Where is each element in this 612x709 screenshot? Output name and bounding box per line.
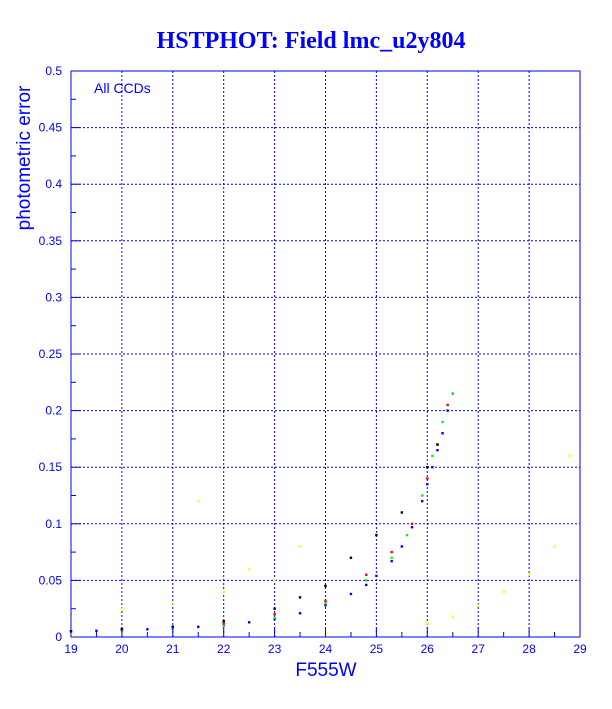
data-point [324,599,327,602]
data-point [441,432,444,435]
y-tick-label: 0.4 [45,177,62,191]
data-point [171,601,174,605]
data-point [568,454,572,458]
y-tick-label: 0.05 [39,573,63,587]
data-point [553,545,556,548]
x-tick-label: 19 [64,642,78,656]
data-point [426,622,429,625]
chart-title: HSTPHOT: Field lmc_u2y804 [157,28,466,54]
data-point [298,596,302,599]
x-tick-label: 22 [217,642,231,656]
x-tick-label: 21 [166,642,180,656]
data-point [451,392,454,395]
data-point [324,601,327,605]
data-point [298,545,302,548]
data-point [365,583,368,587]
data-point [273,607,276,610]
y-tick-label: 0 [55,630,62,644]
data-point [410,522,414,525]
y-tick-label: 0.45 [39,121,63,135]
data-point [400,511,404,514]
data-point [410,525,414,529]
axis-ticks: 19 20 21 22 23 24 25 26 27 28 29 0 0.05 0.1 0.15 0.2 0.2… [39,64,587,656]
data-point [365,573,368,576]
x-tick-label: 29 [573,642,587,656]
data-point [426,482,429,486]
data-point [436,443,439,446]
data-point [441,420,444,424]
y-tick-label: 0.3 [45,290,62,304]
data-point [375,533,378,537]
data-point [349,592,353,596]
y-tick-label: 0.1 [45,517,62,531]
data-point [375,574,378,578]
x-tick-label: 28 [522,642,536,656]
data-point [436,449,439,452]
data-point [502,590,505,593]
data-point [324,584,327,588]
y-tick-label: 0.2 [45,404,62,418]
data-point [477,604,480,607]
chart-annotation: All CCDs [94,80,151,96]
data-point [365,579,368,582]
data-point [247,567,251,571]
data-point [273,613,276,616]
data-point [197,499,200,503]
data-point [120,607,124,610]
data-point [146,628,149,631]
data-point [273,579,276,582]
data-point [222,590,225,593]
data-point [324,604,327,607]
data-point [273,616,276,619]
data-point [527,573,531,576]
x-axis-label: F555W [295,660,356,681]
x-tick-label: 25 [370,642,384,656]
x-tick-label: 20 [115,642,129,656]
data-point [446,409,449,412]
data-point [390,559,393,563]
y-tick-label: 0.15 [39,460,63,474]
data-point [171,625,174,629]
y-axis-label: photometric error [14,85,35,230]
data-point [349,556,353,559]
data-point [95,629,98,632]
x-tick-label: 27 [472,642,486,656]
data-point [390,550,393,554]
data-point [222,619,225,623]
data-point [431,454,434,458]
data-point [421,499,424,503]
data-point [405,533,409,537]
x-tick-label: 26 [421,642,435,656]
data-point [446,403,449,407]
data-point [247,621,251,624]
data-point [222,622,225,625]
data-point [298,612,302,615]
data-point [451,615,454,618]
x-tick-label: 23 [268,642,282,656]
y-tick-label: 0.5 [45,64,62,78]
data-point [400,545,404,548]
data-point [421,494,424,497]
data-point [426,466,429,469]
data-point [426,477,429,480]
data-point [390,556,393,559]
data-point [431,466,434,469]
x-tick-label: 24 [319,642,333,656]
grid [71,71,580,637]
data-point [197,625,200,629]
y-tick-label: 0.35 [39,234,63,248]
y-tick-label: 0.25 [39,347,63,361]
